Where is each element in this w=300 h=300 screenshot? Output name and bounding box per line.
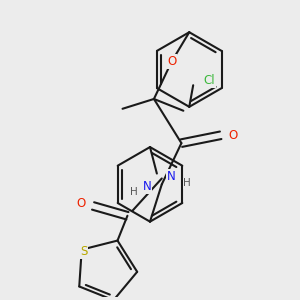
Text: S: S [80, 245, 87, 258]
Text: O: O [229, 129, 238, 142]
Text: Cl: Cl [203, 74, 215, 87]
Text: H: H [130, 187, 138, 197]
Text: N: N [167, 170, 176, 183]
Text: O: O [167, 55, 176, 68]
Text: N: N [143, 180, 152, 193]
Text: H: H [183, 178, 191, 188]
Text: O: O [77, 197, 86, 211]
